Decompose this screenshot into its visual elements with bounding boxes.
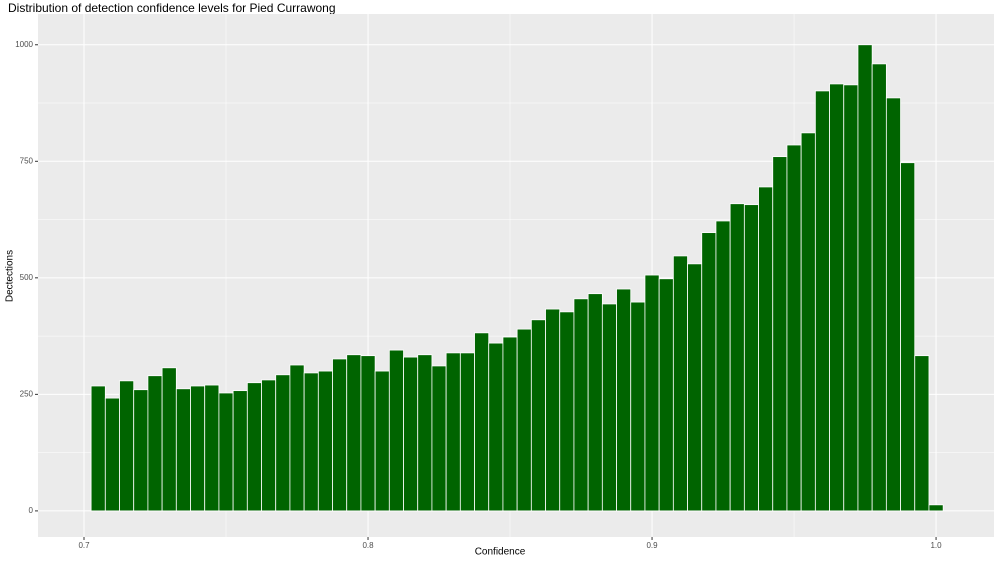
bar bbox=[587, 293, 603, 512]
bar bbox=[516, 328, 532, 512]
bar bbox=[488, 342, 504, 512]
bar bbox=[275, 374, 291, 512]
bar bbox=[800, 132, 816, 512]
bar bbox=[644, 274, 660, 512]
x-tick-label: 1.0 bbox=[930, 541, 942, 550]
bar bbox=[715, 220, 731, 512]
bar bbox=[360, 355, 376, 512]
bar bbox=[914, 355, 930, 512]
bar bbox=[616, 288, 632, 512]
bar bbox=[289, 364, 305, 512]
bar bbox=[743, 204, 759, 512]
bar bbox=[232, 390, 248, 512]
bar bbox=[204, 384, 220, 512]
bar bbox=[885, 97, 901, 512]
bar bbox=[701, 232, 717, 512]
bar bbox=[928, 504, 944, 512]
bar bbox=[346, 354, 362, 512]
bar bbox=[303, 372, 319, 512]
x-tick-label: 0.7 bbox=[78, 541, 90, 550]
bar bbox=[758, 186, 774, 512]
y-tick-label: 1000 bbox=[15, 40, 33, 49]
bar bbox=[190, 385, 206, 512]
bar bbox=[403, 356, 419, 512]
bar bbox=[658, 278, 674, 512]
bar bbox=[545, 308, 561, 512]
bar bbox=[261, 379, 277, 512]
bar bbox=[857, 44, 873, 512]
bar bbox=[729, 203, 745, 512]
bar bbox=[161, 367, 177, 512]
bar bbox=[474, 332, 490, 512]
bar bbox=[829, 83, 845, 512]
y-tick-label: 250 bbox=[20, 389, 34, 398]
bar bbox=[630, 301, 646, 512]
bar bbox=[445, 352, 461, 512]
bar bbox=[601, 303, 617, 512]
bar bbox=[104, 397, 120, 512]
bar bbox=[119, 380, 135, 512]
bar bbox=[175, 388, 191, 512]
bar bbox=[900, 162, 916, 512]
bar bbox=[786, 144, 802, 512]
bar bbox=[431, 365, 447, 512]
bar bbox=[502, 336, 518, 512]
bar bbox=[133, 389, 149, 512]
bar bbox=[687, 263, 703, 512]
bar bbox=[332, 358, 348, 512]
bar bbox=[388, 349, 404, 512]
x-axis-label: Confidence bbox=[475, 547, 526, 558]
y-axis-label: Dectections bbox=[5, 250, 16, 302]
y-tick-label: 500 bbox=[20, 273, 34, 282]
bar bbox=[90, 385, 106, 512]
bar bbox=[573, 298, 589, 512]
bar bbox=[317, 370, 333, 512]
bar bbox=[814, 90, 830, 512]
bar bbox=[843, 84, 859, 512]
bar bbox=[672, 255, 688, 512]
bar bbox=[374, 370, 390, 512]
bar bbox=[246, 382, 262, 512]
x-tick-label: 0.8 bbox=[362, 541, 374, 550]
bar bbox=[559, 311, 575, 512]
bar bbox=[871, 63, 887, 512]
y-tick-label: 750 bbox=[20, 156, 34, 165]
bar bbox=[417, 354, 433, 512]
bar bbox=[147, 375, 163, 512]
x-tick-label: 0.9 bbox=[646, 541, 658, 550]
y-tick-label: 0 bbox=[29, 506, 34, 515]
bar bbox=[530, 319, 546, 512]
bar bbox=[218, 392, 234, 512]
chart-title: Distribution of detection confidence lev… bbox=[8, 1, 336, 15]
bar bbox=[772, 156, 788, 512]
bar bbox=[459, 352, 475, 512]
